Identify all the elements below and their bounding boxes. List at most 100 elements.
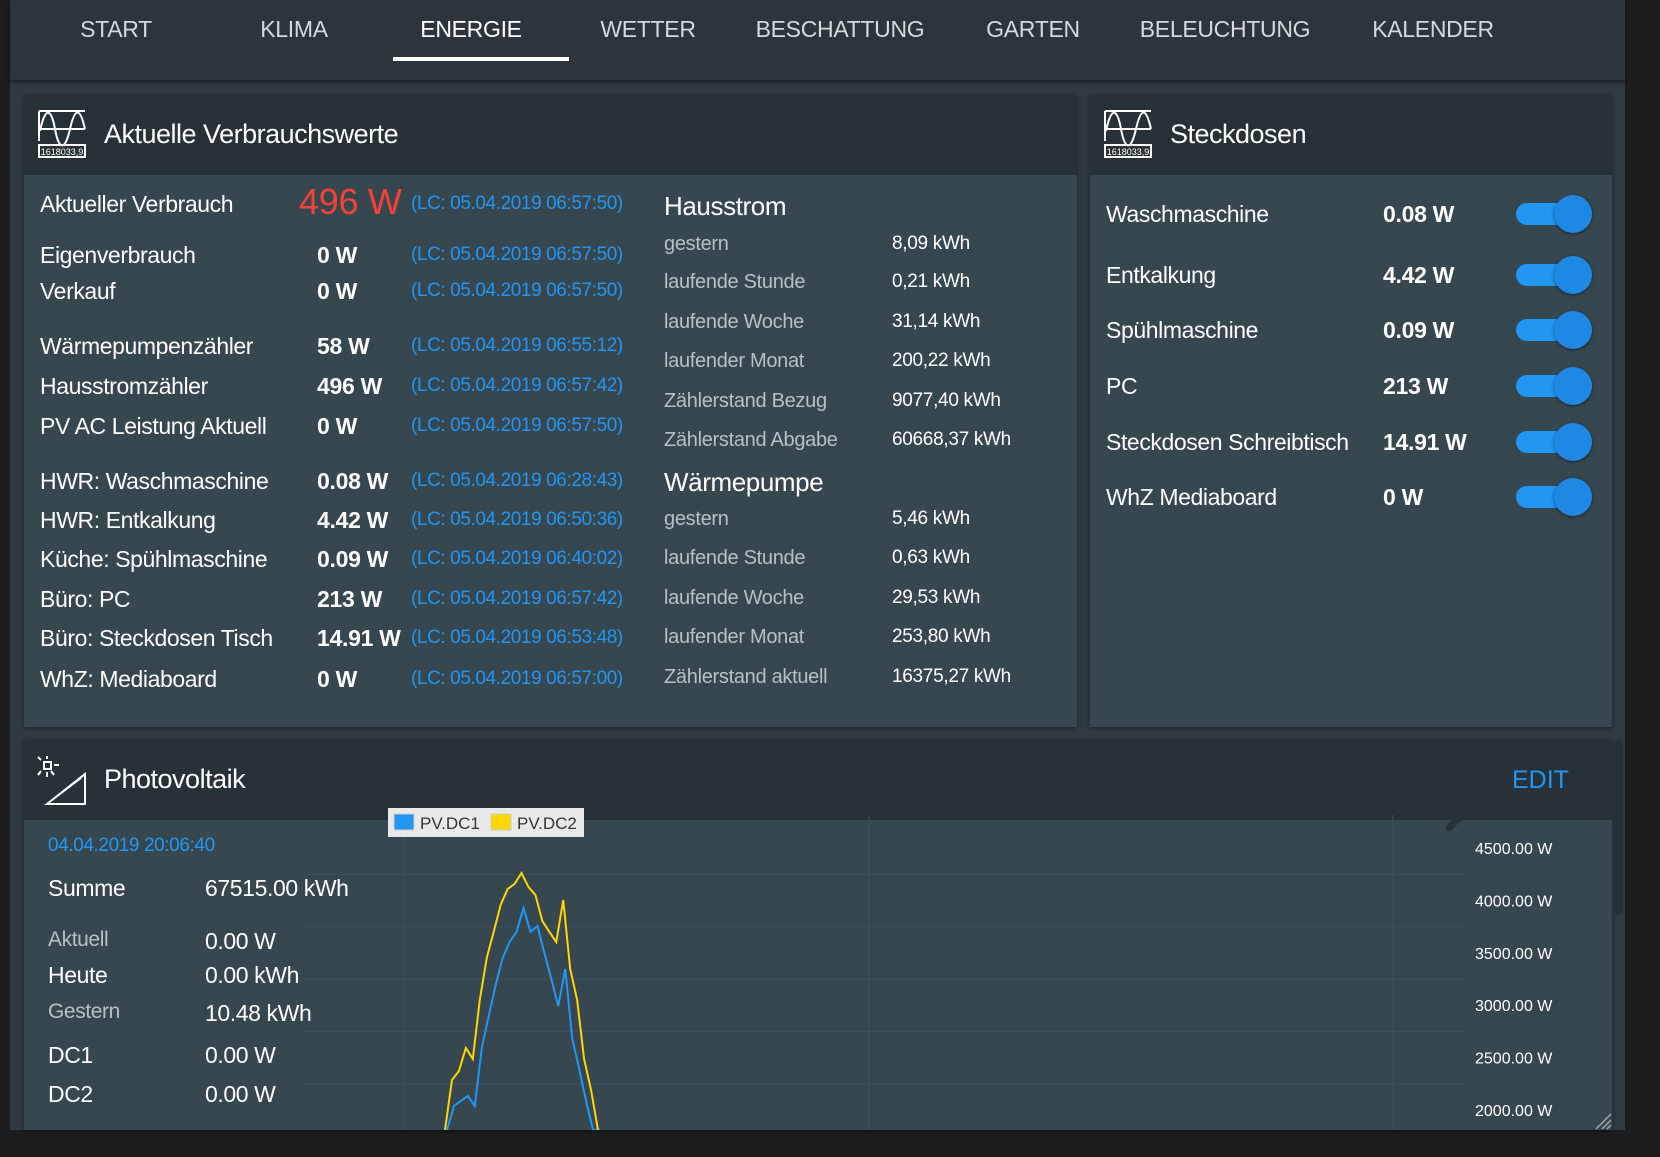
tab-garten[interactable]: GARTEN <box>986 16 1080 42</box>
row-value: 0 W <box>317 666 357 692</box>
pv-value: 0.00 W <box>205 1081 276 1107</box>
row-label: HWR: Waschmaschine <box>40 468 269 494</box>
socket-toggle[interactable] <box>1516 365 1592 405</box>
last-change: (LC: 05.04.2019 06:57:50) <box>411 193 623 214</box>
row-value: 0 W <box>317 413 357 439</box>
tab-energie[interactable]: ENERGIE <box>420 16 522 42</box>
panel-title: Steckdosen <box>1170 119 1307 149</box>
last-change: (LC: 05.04.2019 06:50:36) <box>411 509 623 530</box>
last-change: (LC: 05.04.2019 06:53:48) <box>411 627 623 648</box>
row-value: 0 W <box>317 278 357 304</box>
waermepumpe-label: gestern <box>664 508 729 530</box>
last-change: (LC: 05.04.2019 06:40:02) <box>411 548 623 569</box>
power-meter-icon: 1618033,9 <box>1104 110 1152 158</box>
waermepumpe-heading: Wärmepumpe <box>664 467 824 497</box>
edit-button[interactable]: EDIT <box>1512 766 1569 794</box>
socket-label: PC <box>1106 373 1138 399</box>
svg-text:1618033,9: 1618033,9 <box>41 147 84 157</box>
panel-header: 1618033,9 Aktuelle Verbrauchswerte <box>24 95 1077 175</box>
photovoltaik-panel: Photovoltaik EDIT 04.04.2019 20:06:40 Su… <box>24 740 1612 1130</box>
row-label: Büro: Steckdosen Tisch <box>40 625 273 651</box>
hausstrom-label: Zählerstand Abgabe <box>664 429 838 451</box>
series-line-pv-dc1 <box>446 904 600 1130</box>
socket-label: Spühlmaschine <box>1106 317 1259 343</box>
row-value: 496 W <box>299 181 402 222</box>
pv-label: DC2 <box>48 1081 93 1107</box>
socket-value: 14.91 W <box>1383 429 1467 455</box>
waermepumpe-label: laufende Stunde <box>664 547 806 569</box>
pv-value: 10.48 kWh <box>205 1000 312 1026</box>
toggle-knob <box>1554 256 1592 294</box>
row-label: Wärmepumpenzähler <box>40 333 254 359</box>
pencil-icon[interactable] <box>1442 805 1472 835</box>
socket-toggle[interactable] <box>1516 309 1592 349</box>
toggle-knob <box>1554 195 1592 233</box>
pv-label: Gestern <box>48 1000 120 1023</box>
waermepumpe-value: 253,80 kWh <box>892 626 991 647</box>
legend-swatch <box>490 813 512 831</box>
series-line-pv-dc2 <box>444 871 599 1130</box>
tab-start[interactable]: START <box>80 16 152 42</box>
y-tick-label: 2500.00 W <box>1475 1051 1553 1068</box>
pv-value: 0.00 W <box>205 1042 276 1068</box>
socket-toggle[interactable] <box>1516 476 1592 516</box>
panel-header: Photovoltaik EDIT <box>24 740 1612 820</box>
row-label: Eigenverbrauch <box>40 242 196 268</box>
y-tick-label: 3000.00 W <box>1475 998 1553 1015</box>
pv-date: 04.04.2019 20:06:40 <box>48 835 215 856</box>
waermepumpe-value: 0,63 kWh <box>892 547 970 568</box>
socket-label: Waschmaschine <box>1106 201 1269 227</box>
hausstrom-heading: Hausstrom <box>664 191 787 221</box>
y-tick-label: 4500.00 W <box>1475 841 1553 858</box>
row-value: 496 W <box>317 373 382 399</box>
hausstrom-value: 9077,40 kWh <box>892 390 1001 411</box>
pv-value: 0.00 kWh <box>205 962 299 988</box>
tab-kalender[interactable]: KALENDER <box>1372 16 1494 42</box>
toggle-knob <box>1554 423 1592 461</box>
power-meter-icon: 1618033,9 <box>38 110 86 158</box>
row-label: Verkauf <box>40 278 116 304</box>
last-change: (LC: 05.04.2019 06:55:12) <box>411 335 623 356</box>
hausstrom-label: Zählerstand Bezug <box>664 390 827 412</box>
hausstrom-value: 200,22 kWh <box>892 350 991 371</box>
chart-legend <box>388 808 584 837</box>
solar-panel-icon <box>37 756 86 805</box>
row-value: 0.08 W <box>317 468 389 494</box>
tab-beschattung[interactable]: BESCHATTUNG <box>755 16 925 42</box>
tab-beleuchtung[interactable]: BELEUCHTUNG <box>1139 16 1311 42</box>
tab-wetter[interactable]: WETTER <box>600 16 696 42</box>
legend-label: PV.DC2 <box>517 814 577 833</box>
toggle-knob <box>1554 311 1592 349</box>
pv-label: Aktuell <box>48 928 109 951</box>
last-change: (LC: 05.04.2019 06:57:50) <box>411 280 623 301</box>
socket-value: 0.09 W <box>1383 317 1455 343</box>
waermepumpe-label: Zählerstand aktuell <box>664 666 828 688</box>
row-label: Küche: Spühlmaschine <box>40 546 268 572</box>
panel-title: Aktuelle Verbrauchswerte <box>104 119 399 149</box>
socket-label: WhZ Mediaboard <box>1106 484 1277 510</box>
row-value: 14.91 W <box>317 625 401 651</box>
socket-toggle[interactable] <box>1516 421 1592 461</box>
row-label: Büro: PC <box>40 586 131 612</box>
resize-handle-icon[interactable] <box>1594 1112 1612 1130</box>
socket-label: Entkalkung <box>1106 262 1216 288</box>
toggle-knob <box>1554 367 1592 405</box>
last-change: (LC: 05.04.2019 06:57:42) <box>411 375 623 396</box>
pv-label: DC1 <box>48 1042 93 1068</box>
scrollbar[interactable] <box>1614 740 1623 915</box>
pv-chart: 4500.00 W 4000.00 W 3500.00 W 3000.00 W 2500… <box>304 808 1553 1130</box>
hausstrom-value: 0,21 kWh <box>892 271 970 292</box>
row-label: HWR: Entkalkung <box>40 507 216 533</box>
socket-toggle[interactable] <box>1516 254 1592 294</box>
tab-klima[interactable]: KLIMA <box>260 16 328 42</box>
socket-value: 4.42 W <box>1383 262 1455 288</box>
pv-value: 67515.00 kWh <box>205 875 349 901</box>
socket-value: 213 W <box>1383 373 1448 399</box>
legend-swatch <box>393 813 415 831</box>
waermepumpe-value: 29,53 kWh <box>892 587 981 608</box>
panel-title: Photovoltaik <box>104 764 246 794</box>
row-label: PV AC Leistung Aktuell <box>40 413 267 439</box>
socket-label: Steckdosen Schreibtisch <box>1106 429 1349 455</box>
pv-label: Heute <box>48 962 108 988</box>
socket-toggle[interactable] <box>1516 193 1592 233</box>
